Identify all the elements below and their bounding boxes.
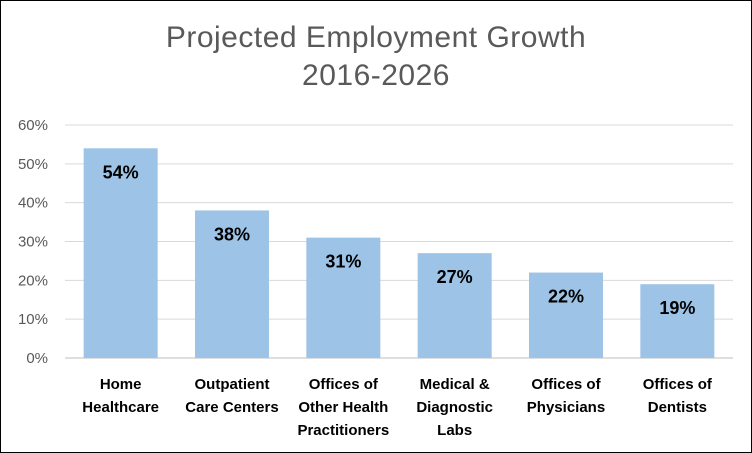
y-tick-label: 40% bbox=[18, 195, 48, 212]
data-label: 19% bbox=[659, 298, 695, 318]
y-tick-label: 20% bbox=[18, 272, 48, 289]
bar bbox=[195, 210, 269, 358]
bar bbox=[83, 148, 158, 358]
x-tick-label: Offices of bbox=[309, 376, 379, 393]
bar bbox=[417, 253, 492, 358]
x-tick-label: Offices of bbox=[531, 376, 601, 393]
data-label: 54% bbox=[103, 162, 139, 182]
y-tick-label: 30% bbox=[18, 234, 48, 251]
x-tick-label: Other Health bbox=[298, 399, 388, 416]
x-tick-label: Offices of bbox=[643, 376, 713, 393]
chart-title-line-1: Projected Employment Growth bbox=[165, 21, 587, 54]
bar bbox=[529, 272, 603, 358]
x-tick-label: Care Centers bbox=[185, 399, 278, 416]
x-tick-label: Practitioners bbox=[297, 422, 389, 439]
x-tick-label: Physicians bbox=[527, 399, 605, 416]
bar bbox=[306, 237, 381, 358]
y-tick-label: 50% bbox=[18, 156, 48, 173]
chart-title: Projected Employment Growth 2016-2026 bbox=[1, 19, 751, 95]
x-tick-label: Dentists bbox=[648, 399, 707, 416]
data-label: 22% bbox=[548, 287, 584, 307]
x-tick-label: Diagnostic bbox=[416, 399, 493, 416]
x-tick-label: Medical & bbox=[420, 376, 490, 393]
y-tick-label: 60% bbox=[18, 117, 48, 134]
chart-title-line-2: 2016-2026 bbox=[302, 59, 450, 92]
x-tick-label: Home bbox=[100, 376, 142, 393]
x-tick-label: Labs bbox=[437, 422, 472, 439]
x-tick-label: Outpatient bbox=[195, 376, 270, 393]
y-tick-label: 10% bbox=[18, 311, 48, 328]
bar bbox=[640, 284, 715, 358]
x-tick-label: Healthcare bbox=[82, 399, 159, 416]
y-tick-label: 0% bbox=[26, 350, 48, 367]
data-label: 27% bbox=[437, 267, 473, 287]
data-label: 31% bbox=[325, 252, 361, 272]
data-label: 38% bbox=[214, 224, 250, 244]
